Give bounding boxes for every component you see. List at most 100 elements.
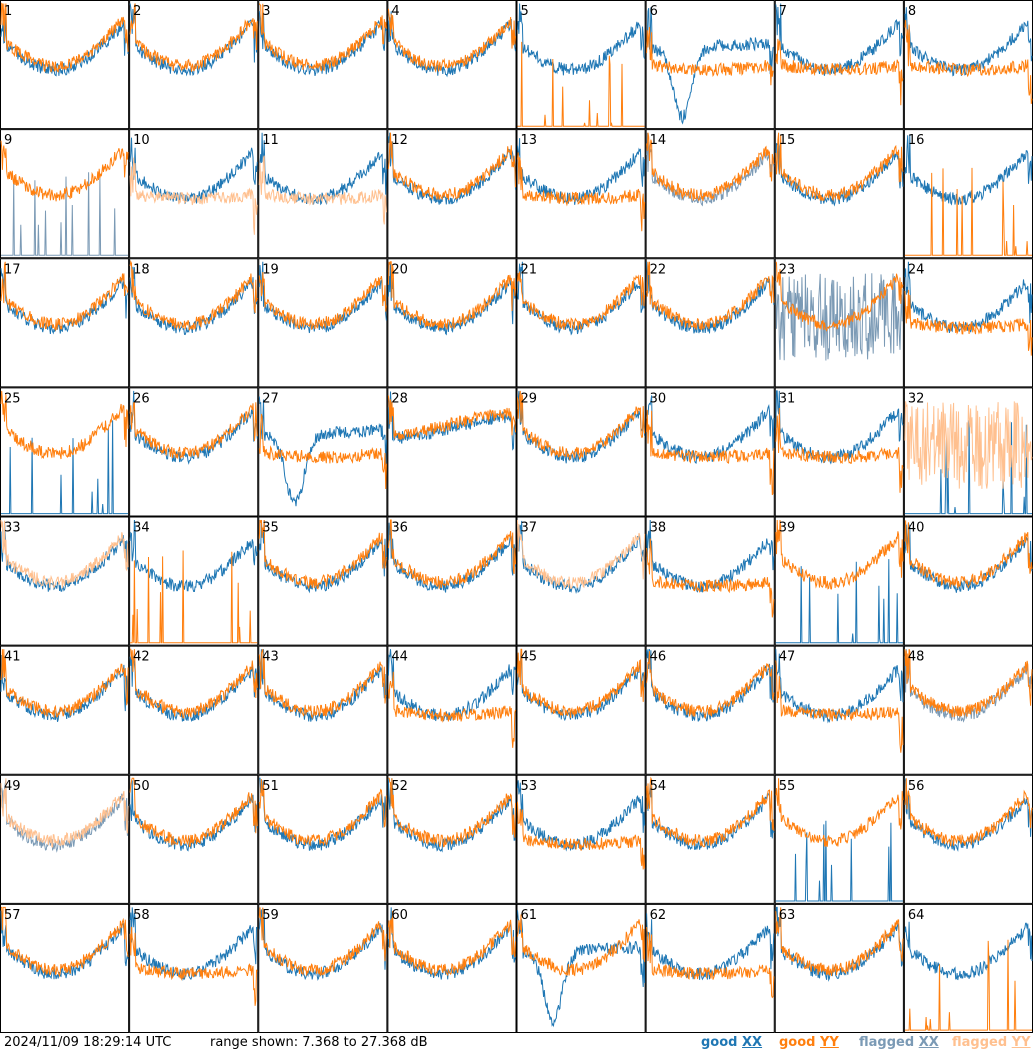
panel-frame [645,645,775,775]
panel-55: 55 [774,774,904,904]
series-good-yy [517,152,646,232]
legend-flagged-xx-pol: XX [918,1035,939,1050]
legend-flagged-yy: flagged YY [952,1035,1031,1050]
series-good-yy [775,38,904,106]
panel-12: 12 [387,129,517,259]
panel-label: 30 [650,391,667,406]
series-flagged-xx [1,172,129,256]
panel-label: 54 [650,779,667,794]
panel-52: 52 [387,774,517,904]
panel-label: 8 [908,4,916,19]
panel-label: 58 [133,908,150,923]
panel-frame [258,0,388,130]
series-good-yy [258,3,387,72]
series-good-yy [387,132,516,200]
series-good-yy [0,390,129,460]
series-good-xx [646,913,775,981]
panel-45: 45 [516,645,646,775]
panel-label: 16 [908,133,925,148]
panel-23: 23 [774,258,904,388]
panel-62: 62 [645,903,775,1033]
panel-frame [387,129,517,259]
panel-39: 39 [774,516,904,646]
panel-24: 24 [903,258,1033,388]
series-good-yy [387,8,516,73]
panel-label: 32 [908,391,925,406]
panel-label: 1 [4,4,12,19]
panel-frame [645,774,775,904]
series-good-yy [646,26,774,86]
panel-frame [516,903,646,1033]
panel-frame [129,645,259,775]
panel-34: 34 [129,516,259,646]
panel-20: 20 [387,258,517,388]
series-good-xx [904,134,1033,206]
series-good-yy [387,519,516,589]
panel-29: 29 [516,387,646,517]
panel-49: 49 [0,774,130,904]
panel-33: 33 [0,516,130,646]
panel-frame [645,516,775,646]
series-good-yy [0,261,129,332]
panel-frame [0,0,130,130]
panel-5: 5 [516,0,646,130]
panel-frame [129,774,259,904]
panel-label: 41 [4,650,21,665]
panel-frame [258,258,388,388]
panel-label: 47 [779,650,796,665]
series-good-yy [0,649,129,718]
panel-label: 33 [4,521,21,536]
panel-label: 27 [262,391,279,406]
series-good-yy [904,167,1032,256]
panel-label: 45 [521,650,538,665]
series-good-yy [129,260,258,331]
panel-14: 14 [645,129,775,259]
panel-36: 36 [387,516,517,646]
series-good-xx [517,520,646,594]
series-good-yy [904,289,1033,356]
series-good-yy [387,671,516,748]
panel-label: 57 [4,908,21,923]
series-good-yy [646,538,775,618]
series-good-yy [517,41,645,127]
legend-good-xx-word: good [701,1035,738,1050]
panel-frame [774,516,904,646]
panel-label: 40 [908,521,925,536]
series-good-xx [0,10,129,77]
legend-flagged-xx-word: flagged [859,1035,915,1050]
panel-label: 22 [650,262,667,277]
series-good-xx [904,7,1033,77]
panel-6: 6 [645,0,775,130]
panel-frame [645,903,775,1033]
panel-8: 8 [903,0,1033,130]
panel-35: 35 [258,516,388,646]
panel-label: 26 [133,391,150,406]
panel-label: 36 [391,521,408,536]
panel-label: 52 [391,779,408,794]
series-good-yy [258,648,387,720]
panel-frame [774,774,904,904]
panel-frame [387,774,517,904]
panel-label: 55 [779,779,796,794]
panel-frame [258,516,388,646]
series-good-yy [387,395,516,440]
series-good-yy [775,778,904,847]
series-good-xx [1,420,129,515]
panel-9: 9 [0,129,130,259]
panel-frame [516,258,646,388]
panel-frame [645,0,775,130]
series-good-yy [387,261,516,331]
panel-59: 59 [258,903,388,1033]
panel-frame [774,258,904,388]
panel-63: 63 [774,903,904,1033]
panel-label: 24 [908,262,925,277]
panel-44: 44 [387,645,517,775]
panel-frame [516,129,646,259]
panel-label: 3 [262,4,270,19]
panel-51: 51 [258,774,388,904]
panel-frame [387,645,517,775]
series-good-yy [258,519,387,590]
legend-good-yy: good YY [779,1035,839,1050]
panel-26: 26 [129,387,259,517]
series-flagged-yy [129,157,258,235]
